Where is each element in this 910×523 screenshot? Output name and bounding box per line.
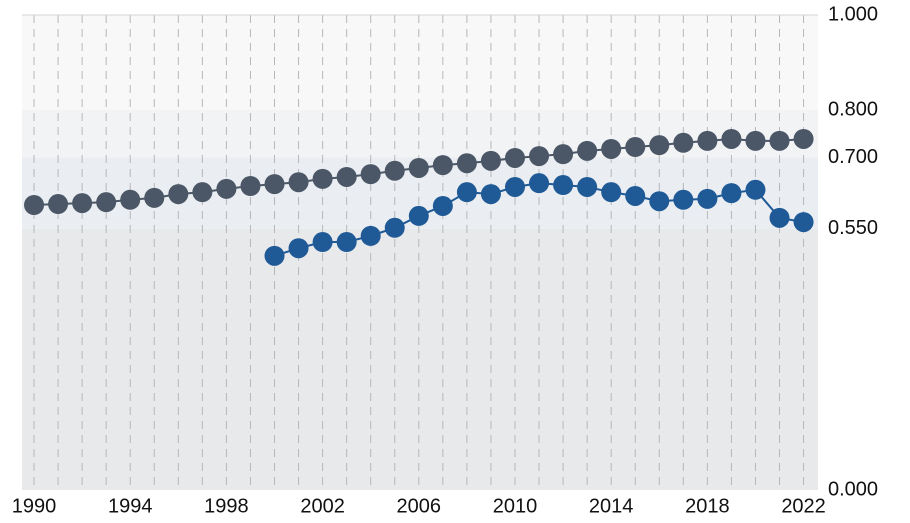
point [48,194,69,215]
point [96,192,117,213]
point [312,232,333,253]
point [673,189,694,210]
point [336,232,357,253]
point [697,188,718,209]
point [673,132,694,153]
point [120,189,141,210]
point [192,182,213,203]
point [504,147,525,168]
point [312,168,333,189]
point [601,138,622,159]
point [432,155,453,176]
x-tick-label: 1990 [12,495,57,517]
point [577,140,598,161]
point [24,195,45,215]
x-tick-label: 2022 [781,495,826,517]
point [216,178,237,199]
band [22,15,818,110]
y-tick-label: 0.800 [828,98,878,120]
point [240,176,261,196]
point [601,182,622,203]
point [408,157,429,178]
point [553,175,574,196]
x-tick-label: 1998 [204,495,249,517]
point [480,150,501,171]
point [745,179,766,200]
point [625,185,646,206]
point [577,176,598,197]
point [456,182,477,203]
point [625,137,646,158]
point [288,172,309,193]
point [288,238,309,259]
x-tick-label: 2002 [300,495,345,517]
x-tick-label: 2014 [589,495,634,517]
point [793,128,814,149]
point [649,191,670,212]
point [432,195,453,216]
point [72,193,93,214]
point [264,245,285,266]
y-tick-label: 1.000 [828,3,878,25]
point [360,164,381,185]
band [22,228,818,490]
point [456,153,477,174]
point [649,135,670,156]
point [721,183,742,204]
y-tick-label: 0.000 [828,478,878,500]
point [529,173,550,194]
x-tick-label: 1994 [108,495,153,517]
band [22,110,818,158]
point [408,205,429,226]
point [264,174,285,195]
point [769,207,790,228]
x-tick-label: 2018 [685,495,730,517]
point [697,130,718,151]
point [480,184,501,205]
y-tick-label: 0.700 [828,146,878,168]
point [553,144,574,165]
point [769,130,790,151]
point [529,146,550,167]
x-tick-label: 2010 [493,495,538,517]
point [168,184,189,205]
point [384,217,405,238]
point [504,176,525,197]
point [721,128,742,149]
y-tick-label: 0.550 [828,217,878,239]
point [360,225,381,246]
point [793,212,814,233]
point [384,160,405,181]
point [144,187,165,208]
point [745,130,766,151]
x-tick-label: 2006 [397,495,442,517]
point [336,166,357,187]
